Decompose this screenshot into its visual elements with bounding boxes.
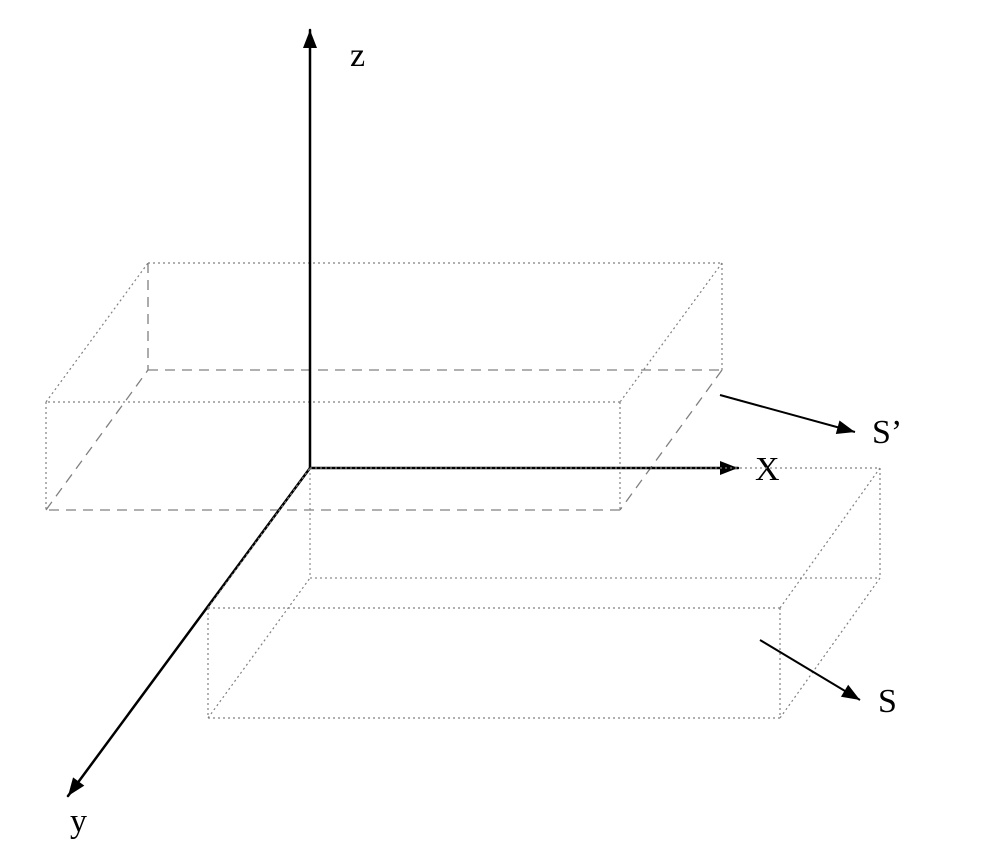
lower-box-label: S: [878, 683, 897, 720]
axis-label-y: y: [70, 803, 87, 840]
axis-label-x: X: [755, 451, 780, 488]
upper-box-label: S’: [872, 414, 902, 451]
diagram-canvas: S’ z Xy S: [0, 0, 1000, 847]
axis-label-z: z: [350, 37, 365, 74]
